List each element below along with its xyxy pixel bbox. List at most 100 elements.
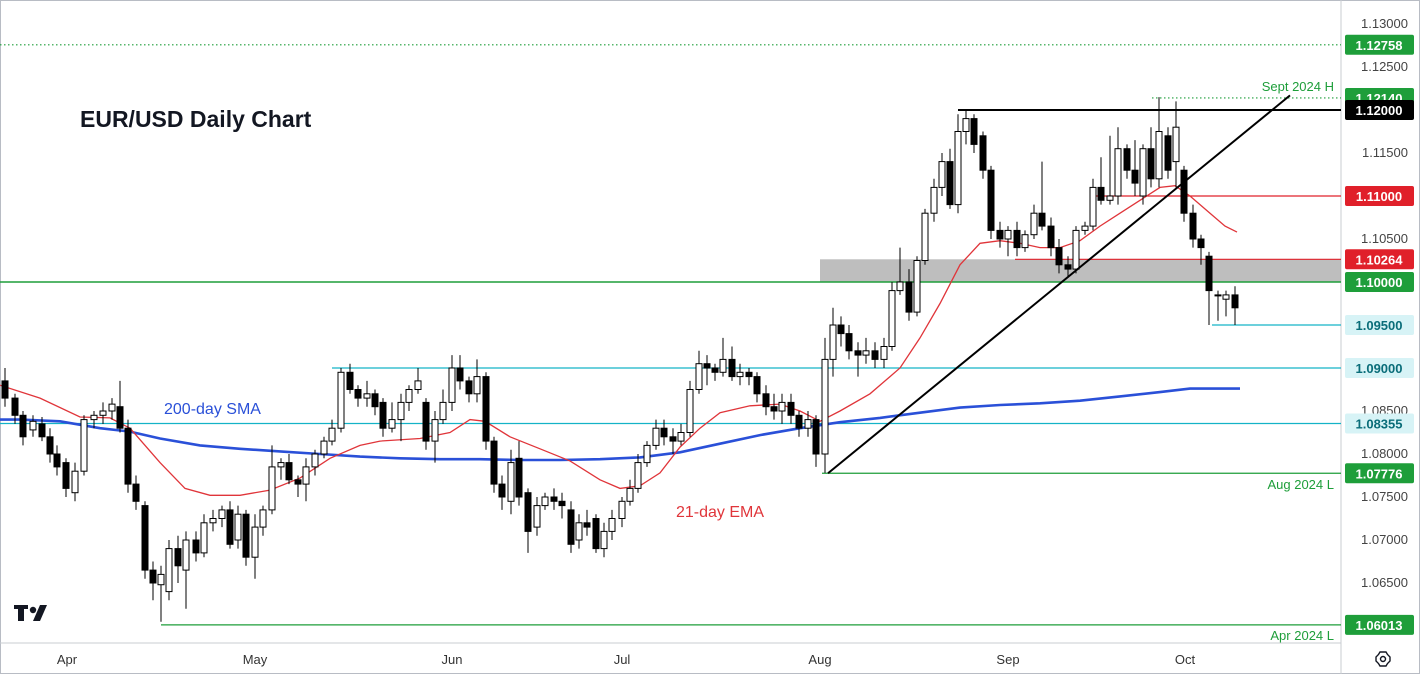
candle-body-up bbox=[157, 573, 165, 586]
candle-76 bbox=[652, 419, 660, 450]
candle-33 bbox=[285, 454, 293, 485]
candle-body-down bbox=[242, 513, 250, 558]
badge-bg bbox=[1345, 463, 1414, 484]
candle-body-up bbox=[439, 401, 447, 421]
candle-58 bbox=[498, 475, 506, 510]
candle-19 bbox=[165, 540, 173, 601]
candle-111 bbox=[946, 148, 954, 209]
candle-49 bbox=[422, 398, 430, 450]
month-label-apr: Apr bbox=[57, 652, 78, 667]
candle-136 bbox=[1155, 97, 1163, 188]
candle-90 bbox=[770, 393, 778, 420]
candle-body-down bbox=[1205, 255, 1213, 292]
candle-30 bbox=[259, 505, 267, 536]
candle-140 bbox=[1189, 204, 1197, 248]
candle-21 bbox=[182, 531, 190, 609]
candle-body-up bbox=[363, 393, 371, 399]
price-axis-badges: 1.127581.121401.120001.110001.102641.100… bbox=[1345, 34, 1414, 635]
candle-body-up bbox=[397, 401, 405, 421]
candle-body-up bbox=[686, 389, 694, 433]
candle-body-down bbox=[524, 492, 532, 532]
candle-115 bbox=[979, 131, 987, 179]
badge-text: 1.10000 bbox=[1356, 275, 1403, 290]
candle-80 bbox=[686, 380, 694, 437]
candle-body-up bbox=[954, 131, 962, 206]
sept-high-label: Sept 2024 H bbox=[1262, 79, 1334, 94]
candle-body-up bbox=[1155, 131, 1163, 180]
candle-82 bbox=[703, 355, 711, 386]
candle-body-up bbox=[209, 518, 217, 524]
candle-50 bbox=[431, 411, 439, 463]
candle-body-up bbox=[268, 466, 276, 511]
candle-body-up bbox=[821, 358, 829, 455]
candle-body-down bbox=[174, 548, 182, 567]
candle-15 bbox=[132, 475, 140, 510]
badge-text: 1.12000 bbox=[1356, 103, 1403, 118]
candle-134 bbox=[1139, 144, 1147, 205]
gear-icon[interactable] bbox=[1375, 651, 1391, 667]
candle-body-down bbox=[1164, 135, 1172, 171]
candle-body-up bbox=[251, 526, 259, 558]
candle-body-up bbox=[1139, 148, 1147, 197]
candle-54 bbox=[465, 376, 473, 403]
candle-100 bbox=[854, 342, 862, 377]
candle-10 bbox=[90, 411, 98, 429]
candle-body-up bbox=[405, 389, 413, 403]
badge-bg bbox=[1345, 249, 1414, 270]
chart-title: EUR/USD Daily Chart bbox=[80, 106, 312, 132]
candle-body-up bbox=[541, 496, 549, 507]
candle-body-down bbox=[970, 118, 978, 145]
candle-72 bbox=[618, 497, 626, 528]
candle-46 bbox=[397, 393, 405, 442]
candle-body-down bbox=[987, 169, 995, 231]
candle-83 bbox=[711, 363, 719, 381]
candle-32 bbox=[277, 458, 285, 480]
candle-91 bbox=[778, 393, 786, 424]
candle-51 bbox=[439, 389, 447, 424]
candle-40 bbox=[346, 363, 354, 394]
candle-body-up bbox=[938, 161, 946, 188]
badge-text: 1.09500 bbox=[1356, 318, 1403, 333]
candle-body-down bbox=[996, 229, 1004, 240]
candle-body-up bbox=[259, 509, 267, 528]
candle-64 bbox=[550, 488, 558, 510]
candle-body-up bbox=[930, 186, 938, 214]
candle-body-down bbox=[1013, 229, 1021, 249]
candle-45 bbox=[388, 402, 396, 433]
month-label-jul: Jul bbox=[614, 652, 631, 667]
badge-text: 1.11000 bbox=[1356, 189, 1402, 204]
badge-text: 1.07776 bbox=[1356, 466, 1403, 481]
candle-108 bbox=[921, 208, 929, 265]
candle-body-up bbox=[234, 513, 242, 541]
badge-bg bbox=[1345, 413, 1414, 434]
month-label-aug: Aug bbox=[808, 652, 831, 667]
candle-body-down bbox=[116, 406, 124, 429]
candle-112 bbox=[954, 114, 962, 214]
candle-body-up bbox=[1072, 229, 1080, 270]
candle-141 bbox=[1197, 234, 1205, 265]
candle-body-down bbox=[946, 161, 954, 206]
candle-52 bbox=[448, 355, 456, 411]
candle-22 bbox=[192, 531, 200, 562]
candle-body-up bbox=[1222, 294, 1230, 300]
candle-39 bbox=[337, 368, 345, 433]
candle-body-down bbox=[762, 393, 770, 408]
candle-body-down bbox=[456, 367, 464, 382]
candle-body-up bbox=[677, 432, 685, 442]
candle-body-up bbox=[337, 371, 345, 429]
candle-body-down bbox=[660, 427, 668, 438]
candle-69 bbox=[592, 514, 600, 553]
candle-116 bbox=[987, 165, 995, 239]
candle-body-up bbox=[99, 410, 107, 416]
candle-body-down bbox=[62, 462, 70, 489]
candle-12 bbox=[108, 398, 116, 420]
candle-body-down bbox=[379, 401, 387, 429]
badge-bg bbox=[1345, 272, 1414, 292]
badge-text: 1.12758 bbox=[1356, 38, 1403, 53]
candle-23 bbox=[200, 514, 208, 558]
candle-body-up bbox=[618, 500, 626, 519]
candle-2 bbox=[19, 411, 27, 446]
price-tick-1.11500: 1.11500 bbox=[1362, 145, 1408, 160]
candle-body-up bbox=[626, 487, 634, 502]
